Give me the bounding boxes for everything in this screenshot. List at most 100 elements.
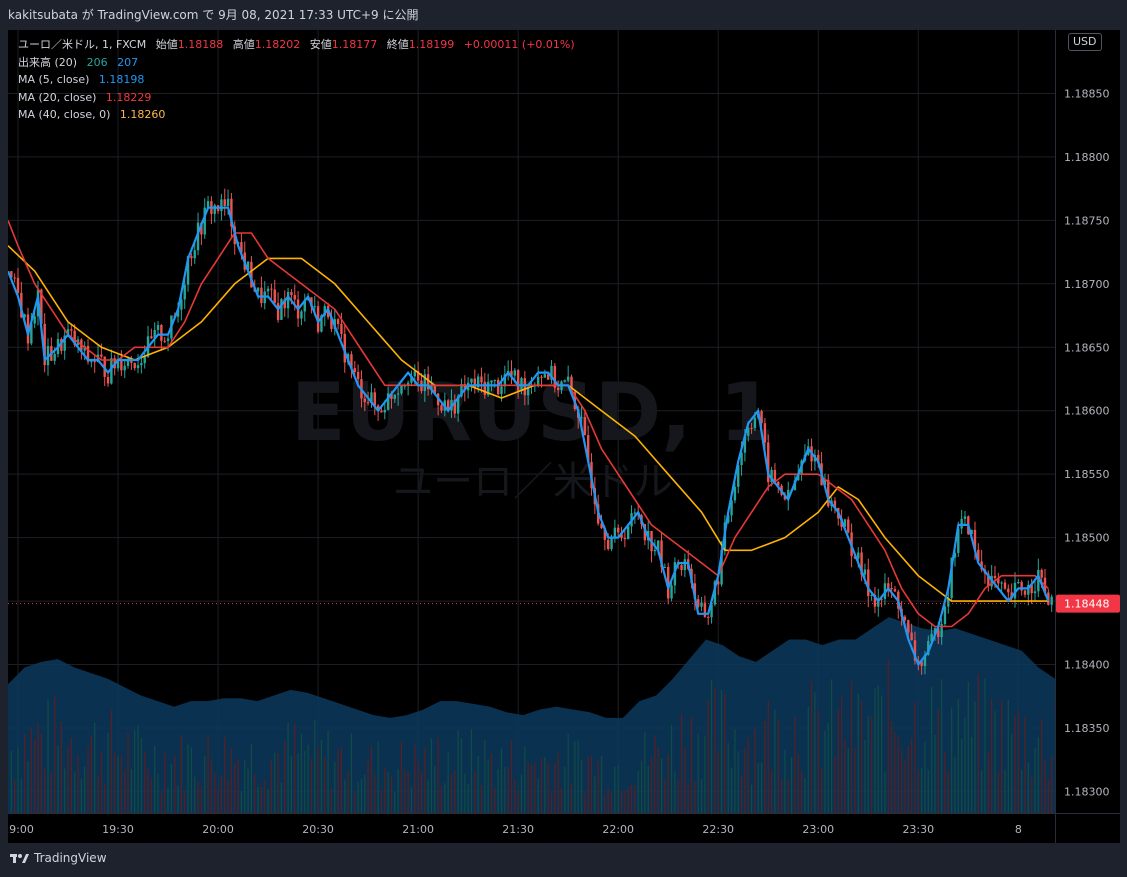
volume-bar — [380, 789, 383, 813]
candle-body — [867, 569, 870, 597]
candle-body — [523, 378, 527, 396]
candle-body — [1037, 569, 1040, 592]
time-tick-label: 8 — [1015, 823, 1022, 836]
volume-bar — [300, 733, 303, 813]
candle-body — [737, 465, 740, 487]
volume-bar — [934, 734, 936, 813]
ma5-label[interactable]: MA (5, close) — [18, 73, 90, 86]
candle-body — [566, 376, 570, 381]
volume-bar — [374, 774, 376, 813]
volume-label[interactable]: 出来高 (20) — [18, 55, 78, 69]
volume-bar — [1037, 737, 1039, 813]
volume-bar — [961, 739, 963, 813]
volume-bar — [227, 780, 229, 813]
volume-bar — [547, 761, 549, 813]
volume-bar — [664, 779, 666, 813]
candle-body — [703, 602, 707, 617]
volume-bar — [524, 746, 526, 813]
candle-body — [473, 378, 477, 388]
candle-body — [43, 323, 46, 366]
candle-body — [30, 323, 33, 344]
ma40-label[interactable]: MA (40, close, 0) — [18, 108, 111, 121]
volume-bar — [861, 701, 863, 813]
candle-body — [657, 540, 660, 550]
candle-body — [93, 361, 96, 363]
candle-body — [667, 567, 670, 599]
watermark-name: ユーロ／米ドル — [393, 459, 673, 505]
candle-body — [546, 374, 550, 380]
candle-body — [460, 384, 463, 397]
candle-body — [16, 277, 20, 293]
volume-bar — [554, 763, 556, 813]
volume-bar — [260, 786, 263, 813]
volume-bar — [594, 776, 596, 813]
volume-bar — [884, 771, 886, 813]
volume-bar — [320, 739, 323, 813]
volume-bar — [87, 747, 89, 813]
volume-bar — [390, 776, 393, 813]
volume-bar — [137, 725, 139, 813]
price-tick-label: 1.18800 — [1064, 151, 1110, 164]
volume-bar — [384, 767, 386, 813]
volume-bar — [954, 757, 956, 813]
candle-body — [973, 529, 977, 550]
candle-body — [200, 222, 203, 235]
candle-body — [180, 299, 183, 310]
symbol-label[interactable]: ユーロ／米ドル, 1, FXCM — [18, 38, 147, 51]
volume-bar — [50, 773, 52, 813]
candle-body — [416, 371, 420, 381]
volume-bar — [514, 779, 516, 813]
candle-body — [997, 578, 1000, 584]
ma20-label[interactable]: MA (20, close) — [18, 90, 97, 104]
volume-bar — [197, 780, 199, 813]
candle-body — [893, 589, 897, 592]
volume-bar — [130, 769, 132, 813]
candle-body — [957, 528, 960, 553]
candle-body — [937, 628, 940, 638]
volume-bar — [424, 747, 426, 813]
volume-bar — [1027, 762, 1029, 813]
close-value: 1.18199 — [408, 38, 455, 51]
volume-bar — [824, 730, 826, 813]
candle-body — [626, 526, 630, 540]
candle-body — [120, 358, 123, 371]
candle-body — [116, 358, 120, 369]
volume-bar — [620, 790, 623, 813]
chart-area[interactable]: EURUSD, 1 ユーロ／米ドル — [8, 30, 1055, 842]
volume-bar — [307, 744, 309, 813]
price-tick-label: 1.18550 — [1064, 468, 1110, 481]
volume-bar — [610, 792, 613, 813]
price-tick-label: 1.18350 — [1064, 722, 1110, 735]
price-axis[interactable]: 1.18850 1.18800 1.18750 1.18700 1.18650 1.186… — [1055, 30, 1120, 813]
time-axis[interactable]: 19:00 19:30 20:00 20:30 21:00 21:30 22:00 22:30… — [8, 813, 1055, 843]
price-chart[interactable]: EURUSD, 1 ユーロ／米ドル — [8, 30, 1055, 813]
footer-brand[interactable]: TradingView — [10, 851, 107, 865]
candle-body — [356, 371, 360, 380]
volume-bar — [504, 766, 506, 813]
volume-bar — [270, 759, 273, 813]
volume-bar — [724, 693, 726, 813]
currency-button[interactable]: USD — [1068, 33, 1102, 51]
candle-body — [623, 537, 627, 540]
candle-body — [860, 552, 863, 575]
candle-body — [977, 549, 980, 562]
volume-bar — [800, 771, 803, 813]
candle-body — [763, 423, 767, 443]
candle-body — [140, 363, 143, 366]
volume-bar — [627, 786, 629, 813]
candle-body — [193, 250, 196, 259]
volume-bar — [654, 735, 656, 813]
volume-bar — [414, 744, 416, 813]
tradingview-logo-icon — [10, 854, 29, 863]
volume-bar — [977, 673, 979, 813]
candle-body — [773, 469, 777, 482]
candle-body — [86, 346, 90, 362]
volume-bar — [690, 717, 693, 813]
volume-bar — [857, 693, 859, 813]
candle-body — [330, 317, 333, 329]
volume-bar — [367, 759, 369, 813]
volume-bar — [364, 774, 366, 813]
volume-bar — [787, 779, 789, 813]
candle-body — [183, 284, 186, 300]
volume-bar — [107, 732, 109, 813]
